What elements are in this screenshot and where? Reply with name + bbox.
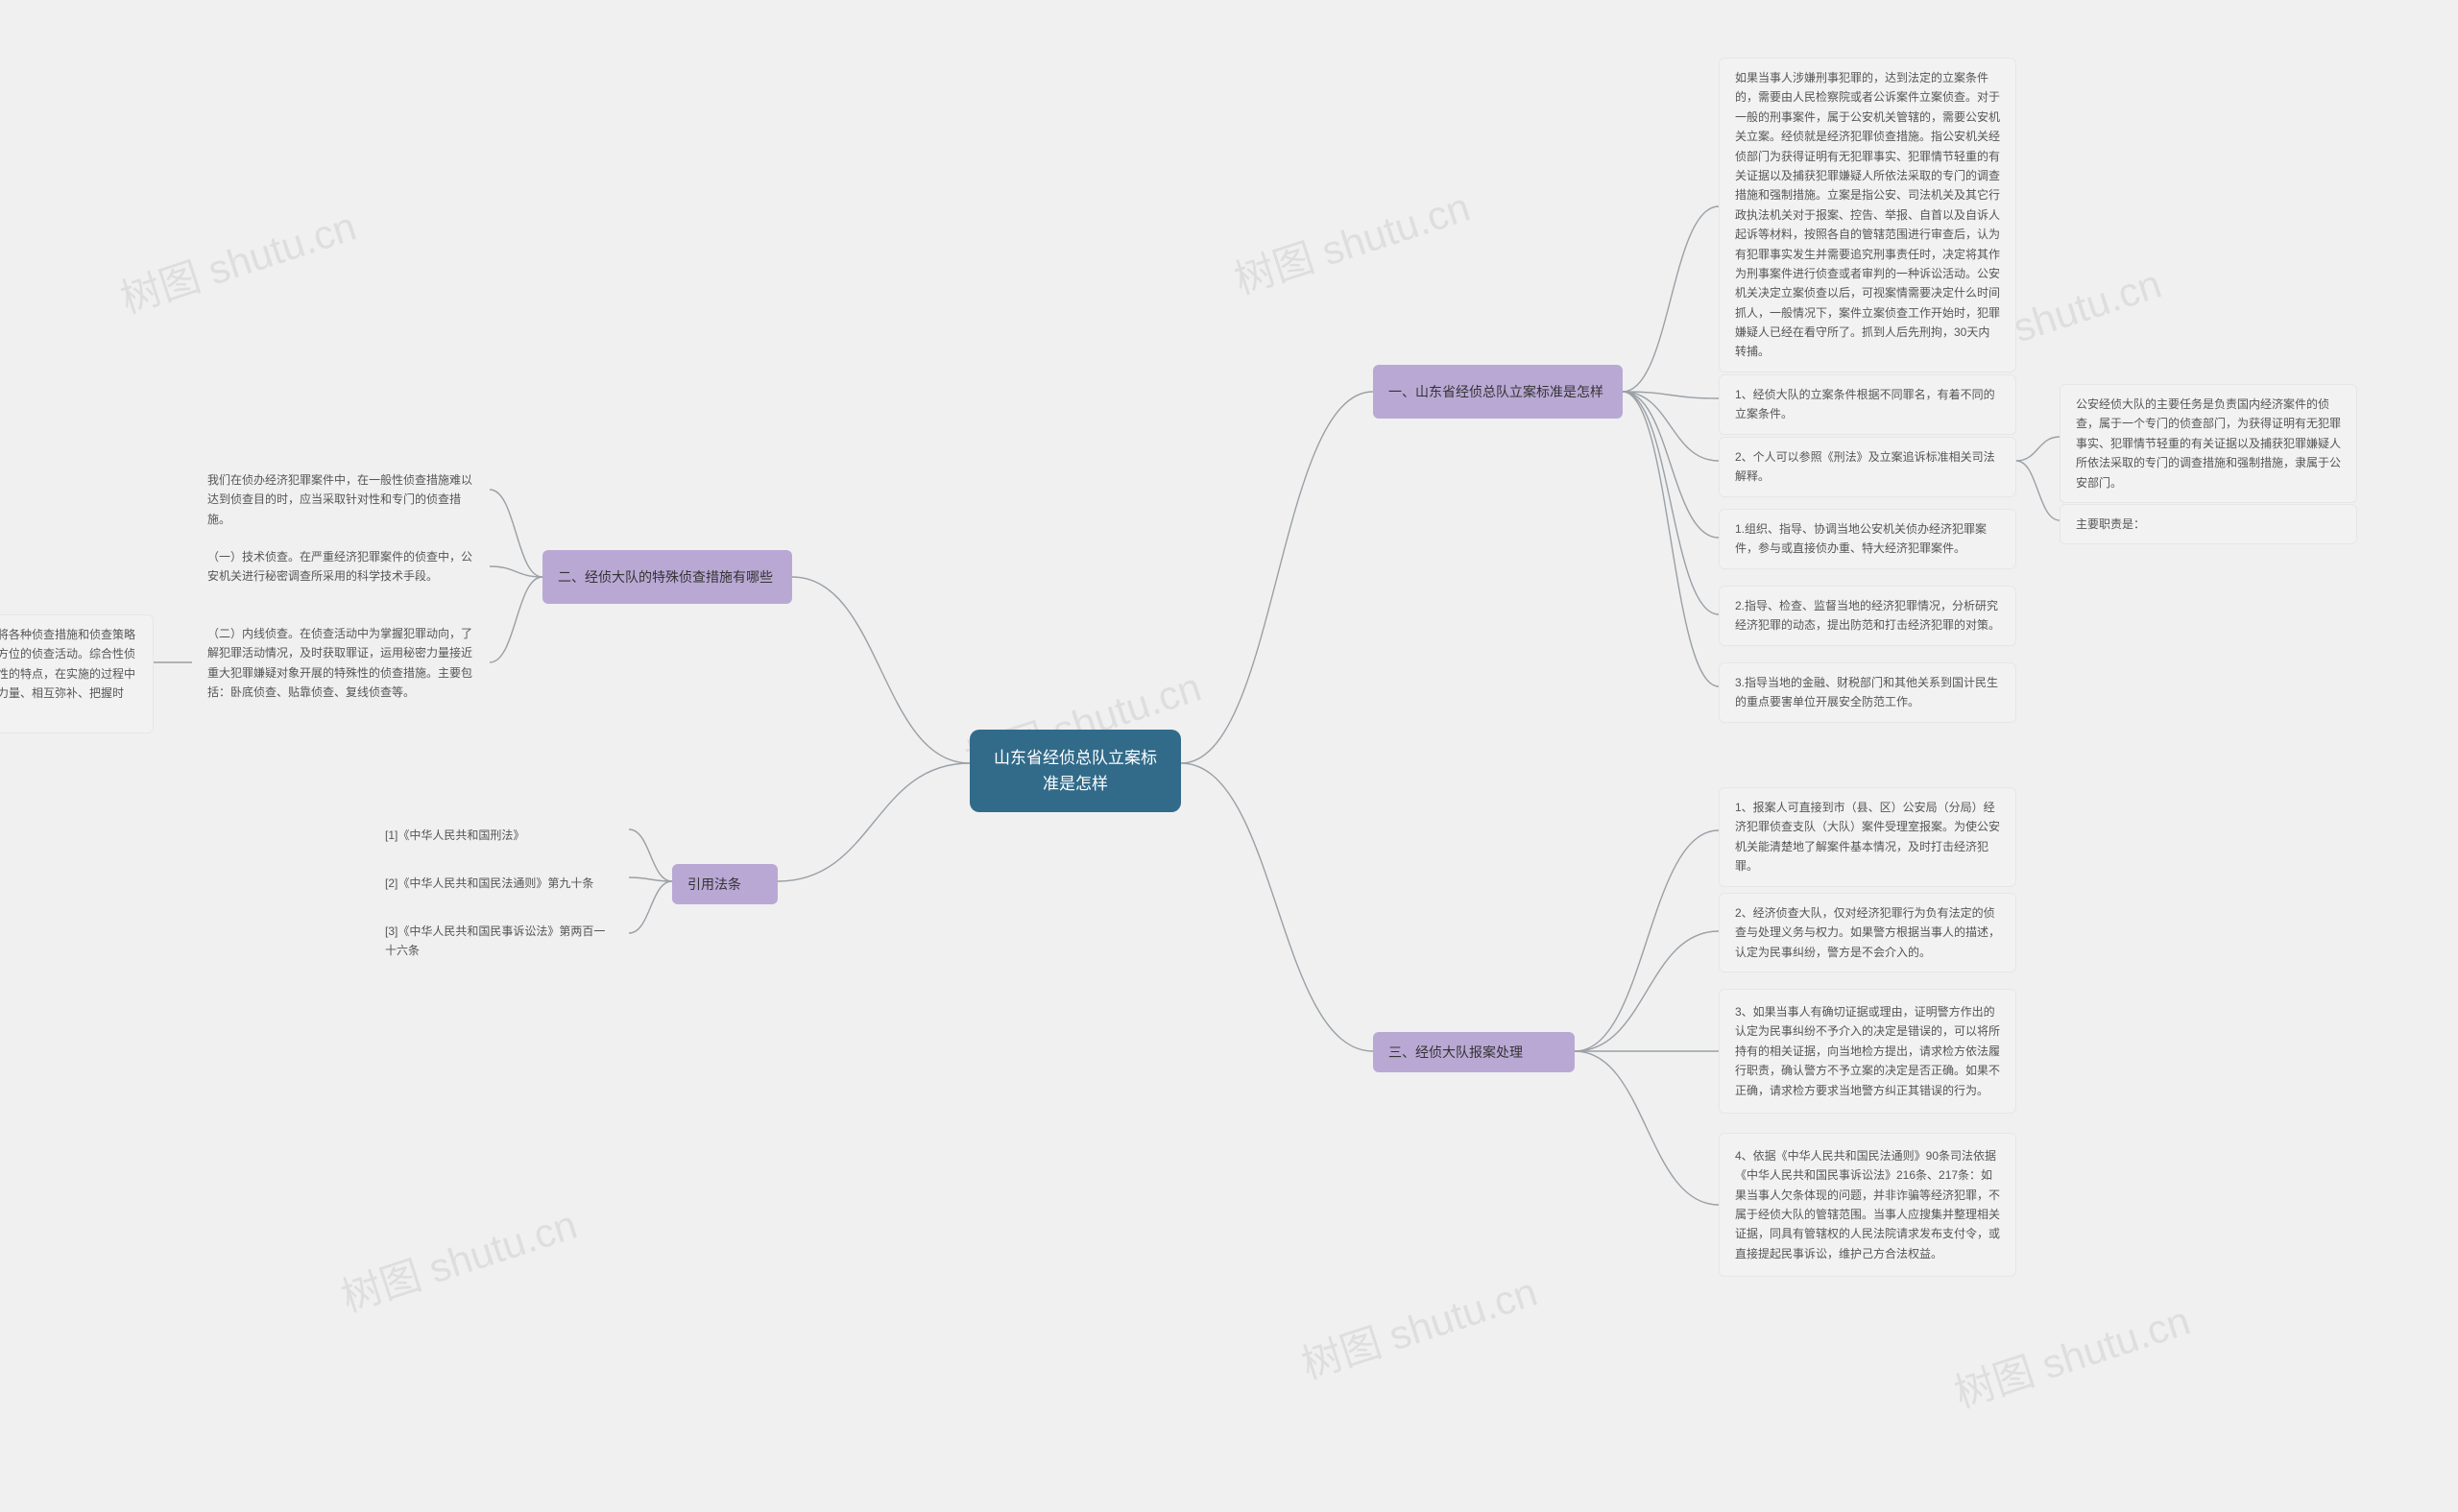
branch-b3: 三、经侦大队报案处理 — [1373, 1032, 1575, 1072]
watermark: 树图 shutu.cn — [1226, 175, 1477, 306]
leaf-b1c6: 3.指导当地的金融、财税部门和其他关系到国计民生的重点要害单位开展安全防范工作。 — [1719, 662, 2016, 723]
leaf-b2c3a: 根据案情和侦查需要，将各种侦查措施和侦查策略加以综合运用，实行全方位的侦查活动。… — [0, 614, 154, 733]
leaf-b2c3: （二）内线侦查。在侦查活动中为掌握犯罪动向，了解犯罪活动情况，及时获取罪证，运用… — [192, 614, 490, 712]
leaf-b1c3b: 主要职责是： — [2060, 504, 2357, 544]
watermark: 树图 shutu.cn — [333, 1192, 584, 1324]
leaf-b2c1: 我们在侦办经济犯罪案件中，在一般性侦查措施难以达到侦查目的时，应当采取针对性和专… — [192, 461, 490, 539]
root-node: 山东省经侦总队立案标准是怎样 — [970, 730, 1181, 812]
leaf-b1c4: 1.组织、指导、协调当地公安机关侦办经济犯罪案件，参与或直接侦办重、特大经济犯罪… — [1719, 509, 2016, 569]
leaf-b1c5: 2.指导、检查、监督当地的经济犯罪情况，分析研究经济犯罪的动态，提出防范和打击经… — [1719, 586, 2016, 646]
branch-b1: 一、山东省经侦总队立案标准是怎样 — [1373, 365, 1623, 419]
leaf-b3c2: 2、经济侦查大队，仅对经济犯罪行为负有法定的侦查与处理义务与权力。如果警方根据当… — [1719, 893, 2016, 972]
watermark: 树图 shutu.cn — [1293, 1260, 1544, 1391]
leaf-b2c2: （一）技术侦查。在严重经济犯罪案件的侦查中，公安机关进行秘密调查所采用的科学技术… — [192, 538, 490, 596]
leaf-b4c1: [1]《中华人民共和国刑法》 — [370, 816, 629, 854]
leaf-b4c3: [3]《中华人民共和国民事诉讼法》第两百一十六条 — [370, 912, 629, 971]
leaf-b1c2: 1、经侦大队的立案条件根据不同罪名，有着不同的立案条件。 — [1719, 374, 2016, 435]
leaf-b3c4: 4、依据《中华人民共和国民法通则》90条司法依据《中华人民共和国民事诉讼法》21… — [1719, 1133, 2016, 1277]
leaf-b1c3: 2、个人可以参照《刑法》及立案追诉标准相关司法解释。 — [1719, 437, 2016, 497]
leaf-b3c3: 3、如果当事人有确切证据或理由，证明警方作出的认定为民事纠纷不予介入的决定是错误… — [1719, 989, 2016, 1114]
branch-b4: 引用法条 — [672, 864, 778, 904]
watermark: 树图 shutu.cn — [1946, 1288, 2197, 1420]
leaf-b1c3a: 公安经侦大队的主要任务是负责国内经济案件的侦查，属于一个专门的侦查部门，为获得证… — [2060, 384, 2357, 503]
branch-b2: 二、经侦大队的特殊侦查措施有哪些 — [542, 550, 792, 604]
watermark: 树图 shutu.cn — [112, 194, 363, 325]
leaf-b4c2: [2]《中华人民共和国民法通则》第九十条 — [370, 864, 629, 902]
leaf-b3c1: 1、报案人可直接到市（县、区）公安局（分局）经济犯罪侦查支队（大队）案件受理室报… — [1719, 787, 2016, 887]
connector-layer — [0, 0, 2458, 1512]
leaf-b1c1: 如果当事人涉嫌刑事犯罪的，达到法定的立案条件的，需要由人民检察院或者公诉案件立案… — [1719, 58, 2016, 372]
